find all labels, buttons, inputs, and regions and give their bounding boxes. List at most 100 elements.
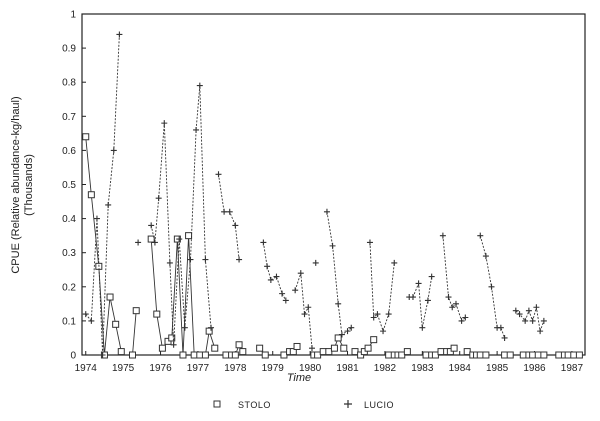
series-lucio-point (374, 311, 381, 318)
x-axis-label: Time (287, 372, 311, 384)
series-lucio-point (335, 300, 342, 307)
series-stolo-point (529, 351, 537, 359)
series-stolo-point (147, 235, 155, 243)
series-stolo-point (330, 344, 338, 352)
series-stolo-line (132, 310, 137, 356)
series-lucio-point (445, 294, 452, 301)
series-lucio-point (215, 171, 222, 178)
y-tick-label: 0 (70, 351, 76, 362)
y-axis-label-line1: CPUE (Relative abundance-kg/haul) (10, 96, 22, 273)
series-lucio-point (196, 82, 203, 89)
series-lucio-point (525, 307, 532, 314)
series-stolo-point (555, 351, 563, 359)
plot-series (82, 31, 583, 359)
series-stolo-point (519, 351, 527, 359)
series-lucio-point (419, 324, 426, 331)
series-lucio-point (105, 201, 112, 208)
series-lucio-point (380, 328, 387, 335)
series-lucio-point (537, 328, 544, 335)
series-lucio-point (323, 208, 330, 215)
x-tick-label: 1980 (299, 363, 322, 374)
x-tick-label: 1977 (187, 363, 210, 374)
x-tick-label: 1982 (374, 363, 397, 374)
series-stolo-point (463, 348, 471, 356)
series-lucio-point (176, 236, 183, 243)
x-tick-label: 1975 (112, 363, 135, 374)
series-lucio (82, 31, 547, 358)
series-lucio-line (294, 273, 313, 349)
legend-stolo-label: STOLO (238, 400, 271, 410)
y-axis-label-group: CPUE (Relative abundance-kg/haul) (Thous… (10, 96, 35, 273)
series-lucio-point (161, 120, 168, 127)
series-stolo-point (82, 133, 90, 141)
series-stolo-point (506, 351, 514, 359)
series-lucio-point (226, 208, 233, 215)
series-stolo-point (112, 320, 120, 328)
series-lucio-point (135, 239, 142, 246)
series-lucio-point (116, 31, 123, 38)
series-lucio-point (409, 294, 416, 301)
legend-square-marker (213, 400, 221, 408)
y-tick-label: 0.3 (62, 248, 76, 259)
series-stolo-point (364, 344, 372, 352)
series-stolo-point (340, 344, 348, 352)
series-lucio-point (366, 239, 373, 246)
y-tick-label: 0.7 (62, 112, 76, 123)
series-stolo-point (168, 334, 176, 342)
series-lucio-point (232, 222, 239, 229)
series-lucio-point (305, 304, 312, 311)
series-stolo-point (132, 307, 140, 315)
series-stolo-point (293, 342, 301, 350)
x-tick-label: 1976 (149, 363, 172, 374)
x-tick-label: 1981 (336, 363, 359, 374)
x-tick-label: 1979 (262, 363, 285, 374)
series-lucio-point (170, 341, 177, 348)
series-stolo-point (334, 334, 342, 342)
series-lucio-point (344, 328, 351, 335)
series-stolo-point (239, 348, 247, 356)
legend-lucio-label: LUCIO (364, 400, 394, 410)
series-lucio-point (488, 283, 495, 290)
series-stolo-point (158, 344, 166, 352)
series-stolo-point (450, 344, 458, 352)
x-tick-label: 1987 (561, 363, 584, 374)
series-stolo-point (256, 344, 264, 352)
series-stolo-point (87, 191, 95, 199)
series-stolo-point (437, 348, 445, 356)
series-lucio-point (452, 300, 459, 307)
series-stolo-point (534, 351, 542, 359)
series-lucio-point (110, 147, 117, 154)
series-lucio-point (187, 256, 194, 263)
series-lucio-line (150, 85, 212, 345)
series-stolo-point (385, 351, 393, 359)
series-stolo-point (431, 351, 439, 359)
series-lucio-point (458, 317, 465, 324)
series-stolo-point (235, 341, 243, 349)
series-stolo-point (351, 348, 359, 356)
series-lucio-point (181, 324, 188, 331)
series-lucio-line (326, 211, 352, 336)
series-lucio-point (292, 287, 299, 294)
series-lucio-line (479, 235, 506, 339)
series-lucio-point (264, 263, 271, 270)
series-stolo-point (211, 344, 219, 352)
axes (81, 13, 586, 356)
series-lucio-point (424, 297, 431, 304)
series-lucio-point (282, 297, 289, 304)
series-lucio-point (151, 239, 158, 246)
series-lucio-point (482, 253, 489, 260)
series-lucio-line (442, 235, 466, 322)
series-stolo-point (280, 351, 288, 359)
y-tick-label: 0.9 (62, 44, 76, 55)
series-lucio-point (166, 259, 173, 266)
series-lucio-point (449, 304, 456, 311)
series-stolo-point (422, 351, 430, 359)
series-lucio-point (477, 232, 484, 239)
x-tick-label: 1978 (224, 363, 247, 374)
series-stolo-point (403, 348, 411, 356)
series-lucio-point (462, 314, 469, 321)
series-lucio-point (82, 311, 89, 318)
series-lucio-point (208, 324, 215, 331)
plot-frame (81, 13, 586, 356)
